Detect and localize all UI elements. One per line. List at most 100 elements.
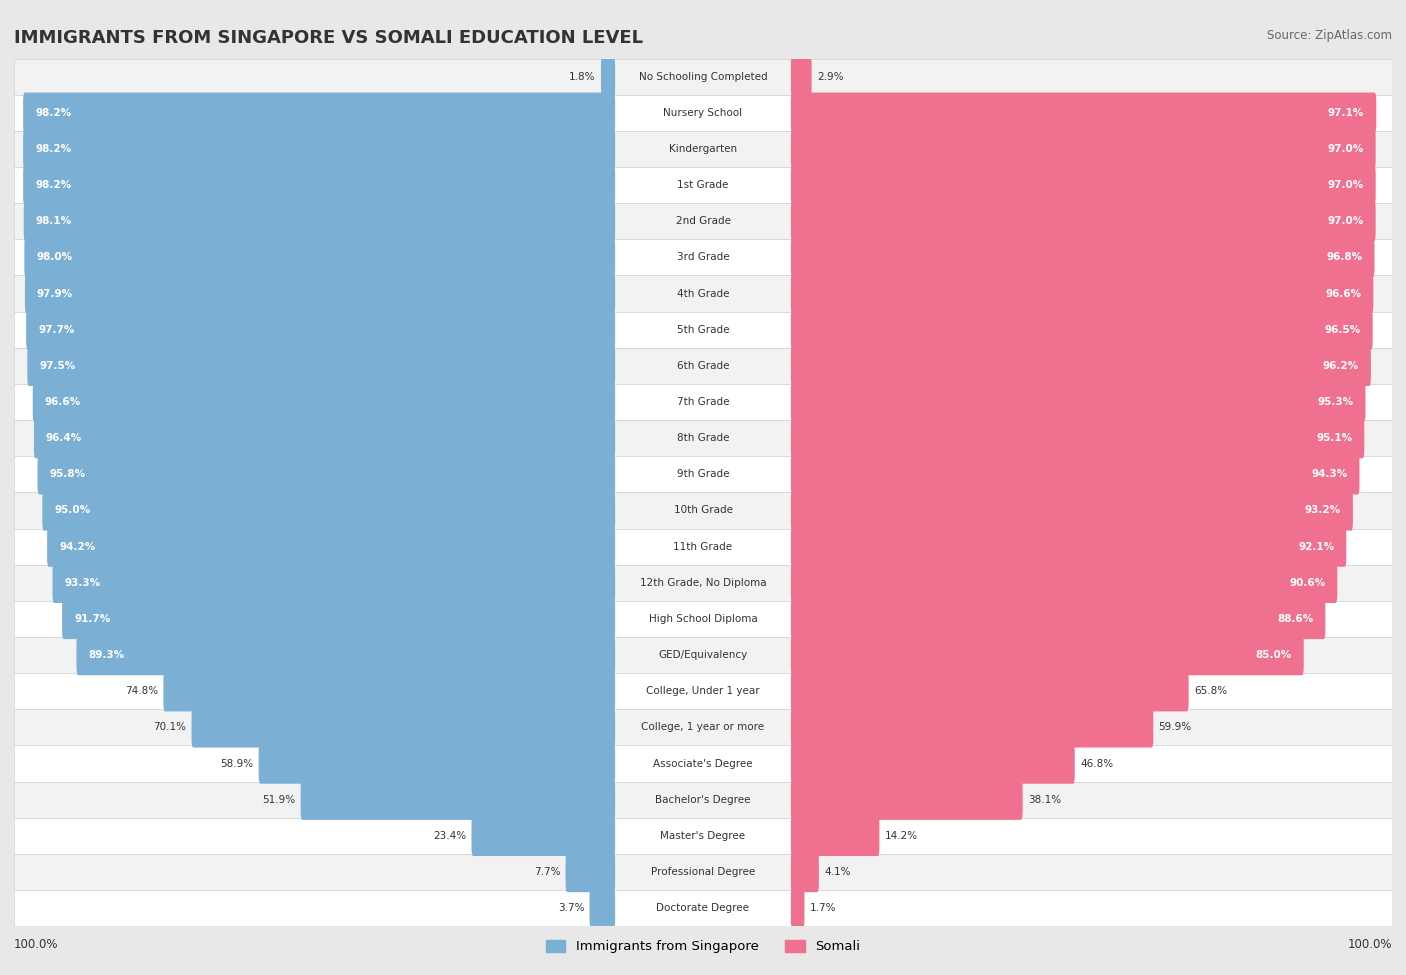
Text: 3.7%: 3.7%: [558, 903, 585, 914]
FancyBboxPatch shape: [790, 490, 1353, 530]
Text: 59.9%: 59.9%: [1159, 722, 1192, 732]
Bar: [14, 275, 1392, 312]
Bar: [14, 890, 1392, 926]
FancyBboxPatch shape: [790, 165, 1375, 205]
FancyBboxPatch shape: [22, 165, 616, 205]
Text: 85.0%: 85.0%: [1256, 650, 1292, 660]
Text: 93.2%: 93.2%: [1305, 505, 1341, 516]
Text: IMMIGRANTS FROM SINGAPORE VS SOMALI EDUCATION LEVEL: IMMIGRANTS FROM SINGAPORE VS SOMALI EDUC…: [14, 29, 643, 47]
FancyBboxPatch shape: [790, 382, 1365, 422]
FancyBboxPatch shape: [22, 93, 616, 133]
Text: Associate's Degree: Associate's Degree: [654, 759, 752, 768]
Text: 11th Grade: 11th Grade: [673, 541, 733, 552]
Text: Nursery School: Nursery School: [664, 107, 742, 118]
Text: 89.3%: 89.3%: [89, 650, 125, 660]
Text: 94.3%: 94.3%: [1312, 469, 1347, 480]
FancyBboxPatch shape: [259, 743, 616, 784]
Text: 4th Grade: 4th Grade: [676, 289, 730, 298]
FancyBboxPatch shape: [38, 454, 616, 494]
Text: No Schooling Completed: No Schooling Completed: [638, 71, 768, 82]
Text: 10th Grade: 10th Grade: [673, 505, 733, 516]
Text: 74.8%: 74.8%: [125, 686, 159, 696]
Bar: [14, 384, 1392, 420]
Text: 97.0%: 97.0%: [1327, 216, 1364, 226]
Text: 7.7%: 7.7%: [534, 867, 561, 878]
FancyBboxPatch shape: [790, 93, 1376, 133]
FancyBboxPatch shape: [589, 888, 616, 928]
FancyBboxPatch shape: [32, 382, 616, 422]
FancyBboxPatch shape: [42, 490, 616, 530]
Text: Source: ZipAtlas.com: Source: ZipAtlas.com: [1267, 29, 1392, 42]
Text: 95.1%: 95.1%: [1316, 433, 1353, 444]
Text: Bachelor's Degree: Bachelor's Degree: [655, 795, 751, 804]
Text: 98.2%: 98.2%: [35, 144, 72, 154]
Bar: [14, 348, 1392, 384]
Text: 90.6%: 90.6%: [1289, 578, 1326, 588]
FancyBboxPatch shape: [790, 743, 1074, 784]
Text: 100.0%: 100.0%: [1347, 938, 1392, 951]
FancyBboxPatch shape: [790, 418, 1364, 458]
Text: 70.1%: 70.1%: [153, 722, 187, 732]
FancyBboxPatch shape: [790, 816, 879, 856]
Text: 95.8%: 95.8%: [49, 469, 86, 480]
FancyBboxPatch shape: [790, 888, 804, 928]
Text: 46.8%: 46.8%: [1080, 759, 1114, 768]
Text: 97.0%: 97.0%: [1327, 144, 1364, 154]
Bar: [14, 456, 1392, 492]
Bar: [14, 746, 1392, 782]
FancyBboxPatch shape: [52, 563, 616, 603]
Text: 96.6%: 96.6%: [45, 397, 82, 407]
Text: 96.8%: 96.8%: [1326, 253, 1362, 262]
Text: 97.9%: 97.9%: [37, 289, 73, 298]
Text: 98.2%: 98.2%: [35, 180, 72, 190]
Text: GED/Equivalency: GED/Equivalency: [658, 650, 748, 660]
FancyBboxPatch shape: [790, 707, 1153, 748]
FancyBboxPatch shape: [790, 346, 1371, 386]
Legend: Immigrants from Singapore, Somali: Immigrants from Singapore, Somali: [540, 935, 866, 958]
FancyBboxPatch shape: [790, 852, 818, 892]
FancyBboxPatch shape: [790, 671, 1188, 712]
FancyBboxPatch shape: [600, 57, 616, 97]
Text: Professional Degree: Professional Degree: [651, 867, 755, 878]
Text: 97.0%: 97.0%: [1327, 180, 1364, 190]
Text: 8th Grade: 8th Grade: [676, 433, 730, 444]
FancyBboxPatch shape: [24, 201, 616, 242]
FancyBboxPatch shape: [24, 237, 616, 278]
Text: 88.6%: 88.6%: [1277, 614, 1313, 624]
Text: Master's Degree: Master's Degree: [661, 831, 745, 840]
Text: 51.9%: 51.9%: [263, 795, 295, 804]
Bar: [14, 312, 1392, 348]
Text: 6th Grade: 6th Grade: [676, 361, 730, 370]
Bar: [14, 637, 1392, 673]
FancyBboxPatch shape: [790, 237, 1375, 278]
Bar: [14, 782, 1392, 818]
Text: 5th Grade: 5th Grade: [676, 325, 730, 334]
FancyBboxPatch shape: [790, 454, 1360, 494]
FancyBboxPatch shape: [27, 309, 616, 350]
Bar: [14, 601, 1392, 637]
FancyBboxPatch shape: [790, 57, 811, 97]
Bar: [14, 420, 1392, 456]
Text: 4.1%: 4.1%: [824, 867, 851, 878]
Bar: [14, 710, 1392, 746]
FancyBboxPatch shape: [790, 780, 1022, 820]
Bar: [14, 239, 1392, 275]
FancyBboxPatch shape: [790, 201, 1375, 242]
Text: 100.0%: 100.0%: [14, 938, 59, 951]
Text: 98.1%: 98.1%: [35, 216, 72, 226]
Bar: [14, 131, 1392, 167]
FancyBboxPatch shape: [790, 526, 1347, 566]
Bar: [14, 818, 1392, 854]
Text: College, 1 year or more: College, 1 year or more: [641, 722, 765, 732]
Text: 91.7%: 91.7%: [75, 614, 111, 624]
Bar: [14, 528, 1392, 565]
FancyBboxPatch shape: [34, 418, 616, 458]
Text: Kindergarten: Kindergarten: [669, 144, 737, 154]
Bar: [14, 565, 1392, 601]
Text: 2.9%: 2.9%: [817, 71, 844, 82]
Text: 98.0%: 98.0%: [37, 253, 73, 262]
Text: 96.6%: 96.6%: [1324, 289, 1361, 298]
Text: 95.3%: 95.3%: [1317, 397, 1354, 407]
Bar: [14, 167, 1392, 203]
Text: 38.1%: 38.1%: [1028, 795, 1062, 804]
